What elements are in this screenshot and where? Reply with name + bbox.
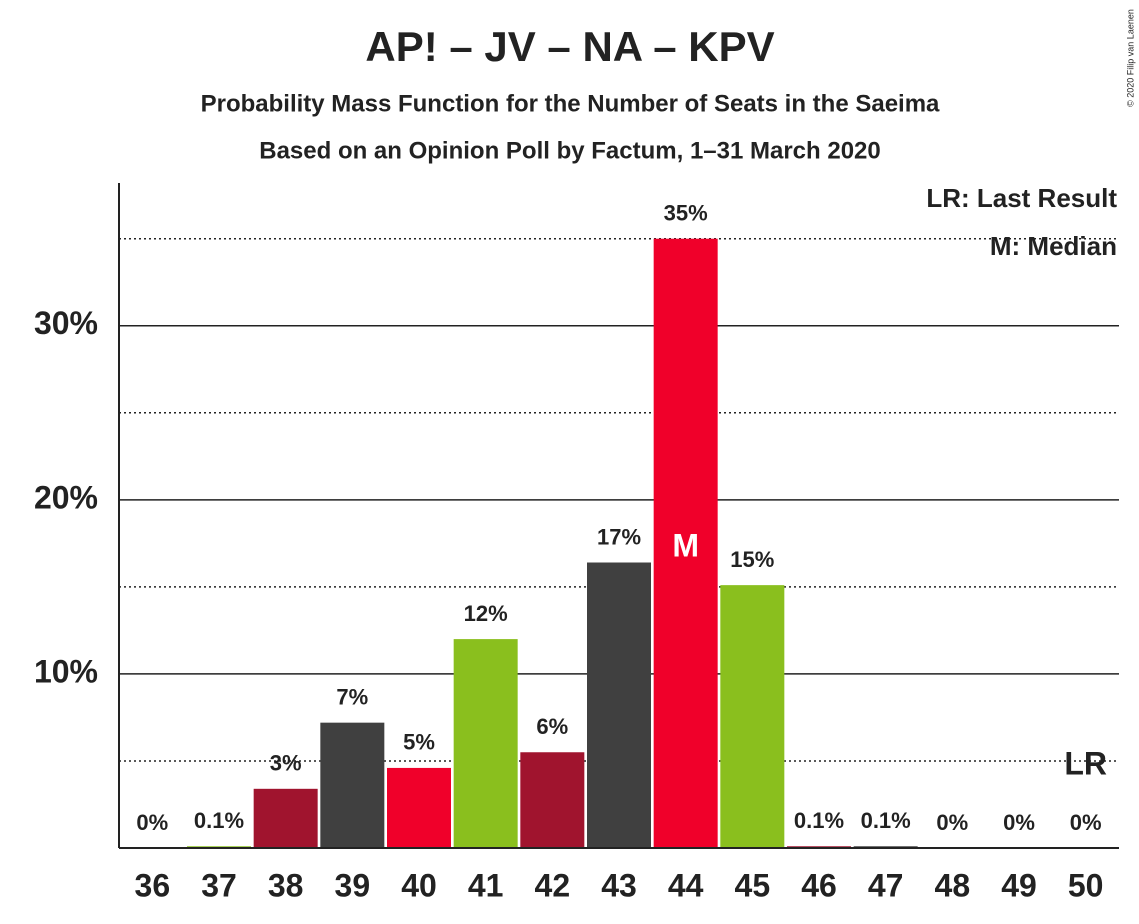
x-tick-label: 37 bbox=[201, 867, 237, 903]
value-label: 3% bbox=[270, 751, 302, 776]
x-tick-label: 42 bbox=[535, 867, 571, 903]
value-label: 7% bbox=[336, 684, 368, 709]
x-tick-label: 46 bbox=[801, 867, 837, 903]
value-label: 17% bbox=[597, 524, 641, 549]
chart-subtitle: Based on an Opinion Poll by Factum, 1–31… bbox=[259, 137, 881, 164]
y-tick-label: 30% bbox=[34, 305, 98, 341]
bar bbox=[720, 585, 785, 848]
legend-entry: M: Median bbox=[990, 231, 1117, 261]
value-label: 0% bbox=[1070, 810, 1102, 835]
value-label: 0.1% bbox=[194, 808, 244, 833]
x-tick-label: 49 bbox=[1001, 867, 1037, 903]
copyright: © 2020 Filip van Laenen bbox=[1125, 9, 1135, 107]
y-tick-label: 10% bbox=[34, 653, 98, 689]
bar bbox=[587, 562, 651, 848]
median-marker: M bbox=[672, 527, 699, 563]
value-label: 0.1% bbox=[861, 808, 911, 833]
bar bbox=[253, 788, 318, 848]
value-label: 5% bbox=[403, 730, 435, 755]
value-label: 15% bbox=[730, 547, 774, 572]
bar bbox=[320, 722, 385, 848]
last-result-marker: LR bbox=[1064, 745, 1107, 781]
x-tick-label: 38 bbox=[268, 867, 304, 903]
x-tick-label: 44 bbox=[668, 867, 704, 903]
bar bbox=[453, 639, 518, 848]
value-label: 12% bbox=[464, 601, 508, 626]
bar bbox=[520, 752, 585, 848]
legend-entry: LR: Last Result bbox=[926, 183, 1117, 213]
x-tick-label: 43 bbox=[601, 867, 637, 903]
bar bbox=[387, 767, 451, 848]
bar bbox=[653, 238, 718, 849]
x-tick-label: 47 bbox=[868, 867, 904, 903]
value-label: 6% bbox=[536, 714, 568, 739]
x-tick-label: 48 bbox=[935, 867, 971, 903]
x-tick-label: 39 bbox=[335, 867, 371, 903]
x-tick-label: 50 bbox=[1068, 867, 1104, 903]
value-label: 0.1% bbox=[794, 808, 844, 833]
value-label: 0% bbox=[1003, 810, 1035, 835]
chart-subtitle: Probability Mass Function for the Number… bbox=[201, 90, 940, 117]
y-tick-label: 20% bbox=[34, 479, 98, 515]
value-label: 0% bbox=[136, 810, 168, 835]
x-tick-label: 41 bbox=[468, 867, 504, 903]
x-tick-label: 36 bbox=[135, 867, 171, 903]
value-label: 35% bbox=[664, 201, 708, 226]
x-tick-label: 40 bbox=[401, 867, 437, 903]
x-tick-label: 45 bbox=[735, 867, 771, 903]
chart-title: AP! – JV – NA – KPV bbox=[365, 23, 774, 70]
value-label: 0% bbox=[936, 810, 968, 835]
